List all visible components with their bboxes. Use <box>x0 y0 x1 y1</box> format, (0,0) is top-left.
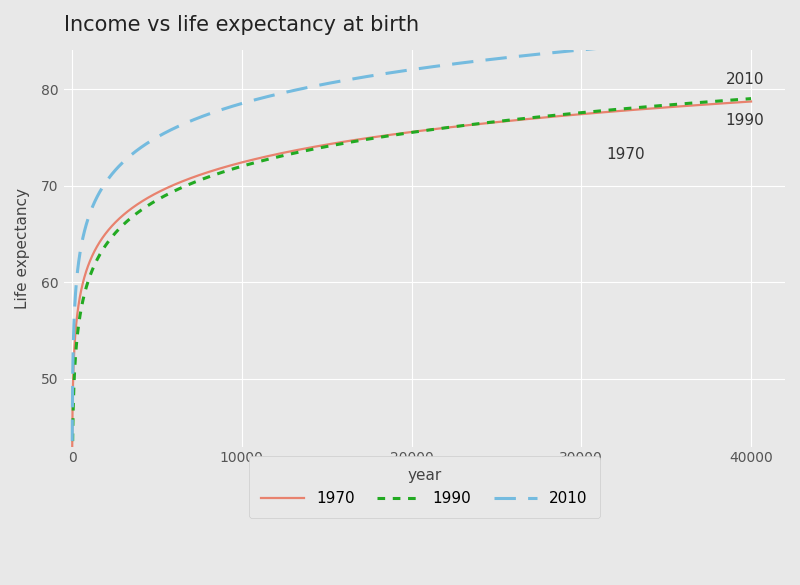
X-axis label: GDP/capita (Constant 2010 USD): GDP/capita (Constant 2010 USD) <box>298 477 550 491</box>
Text: 2010: 2010 <box>726 72 764 87</box>
Text: 1990: 1990 <box>726 112 764 128</box>
Y-axis label: Life expectancy: Life expectancy <box>15 188 30 309</box>
Text: 1970: 1970 <box>606 147 646 162</box>
Text: Income vs life expectancy at birth: Income vs life expectancy at birth <box>63 15 418 35</box>
Legend: 1970, 1990, 2010: 1970, 1990, 2010 <box>249 456 600 518</box>
